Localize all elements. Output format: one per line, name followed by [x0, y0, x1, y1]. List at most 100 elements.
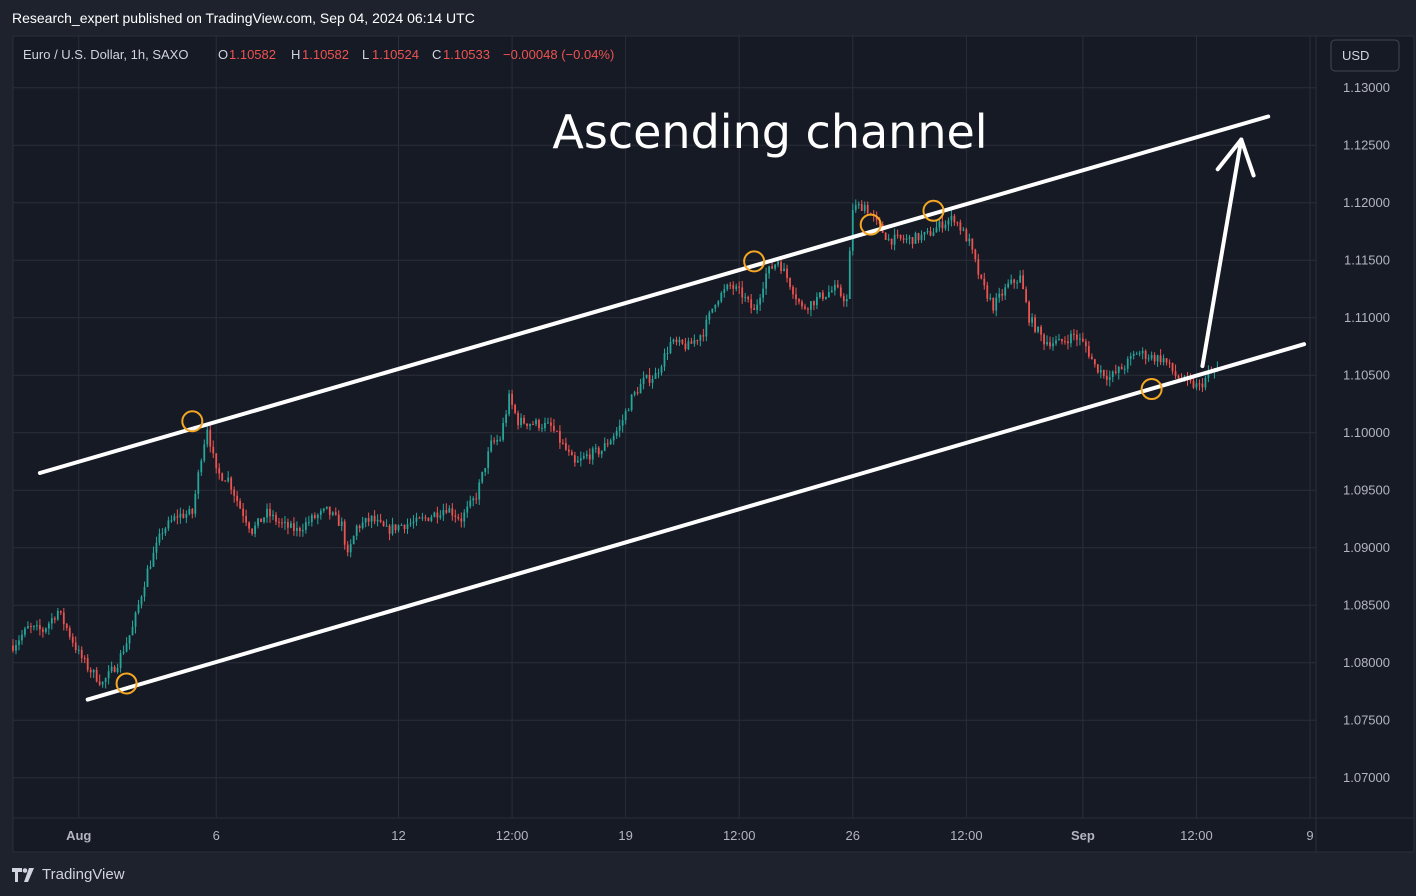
candle-body — [284, 521, 286, 524]
candle-body — [905, 238, 908, 240]
candle-body — [597, 447, 600, 455]
candle-body — [947, 220, 950, 225]
candle-body — [206, 429, 209, 445]
candle-body — [777, 261, 779, 265]
legend-low-label: L — [362, 47, 369, 62]
candle-body — [12, 645, 14, 651]
candle-body — [1135, 353, 1138, 355]
candle-body — [415, 517, 418, 522]
candle-body — [143, 586, 146, 597]
candle-body — [1204, 377, 1207, 388]
touch-point-marker[interactable] — [1140, 378, 1163, 401]
candle-body — [331, 512, 334, 515]
chart-frame — [12, 35, 1415, 853]
candle-body — [529, 424, 531, 426]
candle-body — [316, 514, 319, 519]
candle-body — [197, 472, 200, 494]
touch-point-marker[interactable] — [859, 213, 882, 236]
candle-body — [367, 518, 370, 522]
candle-body — [699, 335, 702, 341]
candle-body — [795, 294, 797, 300]
candle-body — [567, 449, 570, 452]
candle-body — [508, 393, 510, 415]
candle-body — [272, 514, 274, 517]
candle-body — [1046, 342, 1048, 345]
candle-body — [33, 625, 35, 627]
candle-body — [1064, 341, 1066, 343]
candle-body — [890, 238, 893, 245]
candle-body — [615, 430, 618, 437]
candle-body — [131, 626, 134, 636]
candle-body — [526, 423, 528, 426]
candle-body — [113, 666, 116, 672]
candle-body — [251, 528, 253, 534]
currency-button-label[interactable]: USD — [1342, 48, 1369, 63]
candle-body — [36, 625, 38, 627]
candle-body — [376, 519, 379, 522]
candle-body — [1111, 371, 1114, 378]
candle-body — [182, 513, 185, 518]
candle-body — [672, 339, 675, 342]
candle-body — [125, 643, 128, 652]
y-tick-label: 1.13000 — [1343, 80, 1390, 95]
candle-body — [666, 353, 669, 355]
candle-body — [842, 295, 845, 302]
candle-body — [857, 203, 860, 206]
candle-body — [59, 610, 62, 613]
touch-point-marker[interactable] — [743, 250, 766, 273]
grid — [13, 36, 1316, 818]
candle-body — [998, 293, 1001, 298]
candle-body — [310, 515, 313, 522]
target-arrow-shaft[interactable] — [1200, 137, 1244, 369]
chart-title: Ascending channel — [552, 105, 987, 159]
candle-body — [854, 205, 857, 211]
target-arrow-head[interactable] — [1215, 137, 1256, 178]
candle-body — [203, 444, 206, 461]
candle-body — [971, 238, 974, 250]
candle-body — [585, 454, 588, 457]
candle-body — [553, 425, 555, 431]
candle-body — [92, 669, 95, 673]
candle-body — [1171, 362, 1174, 372]
candle-body — [337, 514, 340, 526]
candle-body — [242, 508, 245, 517]
candle-body — [104, 678, 107, 683]
y-tick-label: 1.08000 — [1343, 655, 1390, 670]
candle-body — [134, 612, 137, 627]
candle-body — [499, 439, 502, 441]
candle-body — [1108, 377, 1111, 380]
channel-lower-line[interactable] — [85, 342, 1307, 702]
touch-point-marker[interactable] — [181, 410, 204, 433]
candle-body — [239, 501, 242, 509]
candle-body — [1123, 368, 1126, 370]
candle-body — [346, 544, 349, 553]
candle-body — [627, 410, 630, 412]
tradingview-logo[interactable]: TradingView — [12, 866, 125, 883]
candle-body — [603, 443, 606, 451]
candle-body — [839, 287, 842, 296]
candle-body — [1141, 350, 1144, 354]
touch-point-marker[interactable] — [922, 199, 945, 222]
candle-body — [556, 430, 558, 432]
candle-body — [227, 477, 230, 482]
candle-body — [152, 552, 155, 567]
channel-upper-line[interactable] — [37, 114, 1271, 475]
currency-button[interactable]: USD — [1330, 39, 1400, 72]
currency-button-frame[interactable] — [1330, 39, 1400, 72]
touch-point-marker[interactable] — [115, 672, 138, 695]
candle-body — [248, 522, 250, 529]
candle-body — [738, 286, 741, 288]
candle-body — [21, 634, 23, 641]
candle-body — [436, 512, 439, 518]
candle-body — [119, 653, 122, 668]
candle-body — [158, 533, 161, 543]
candle-body — [1081, 338, 1084, 342]
candle-body — [541, 428, 543, 430]
candle-body — [218, 468, 221, 474]
y-tick-label: 1.11500 — [1344, 252, 1390, 267]
candle-body — [564, 443, 567, 450]
candle-body — [654, 373, 657, 380]
svg-text:Euro / U.S. Dollar, 1h, SAXO: Euro / U.S. Dollar, 1h, SAXO O 1.10582 H… — [23, 47, 614, 62]
candle-body — [439, 515, 442, 518]
